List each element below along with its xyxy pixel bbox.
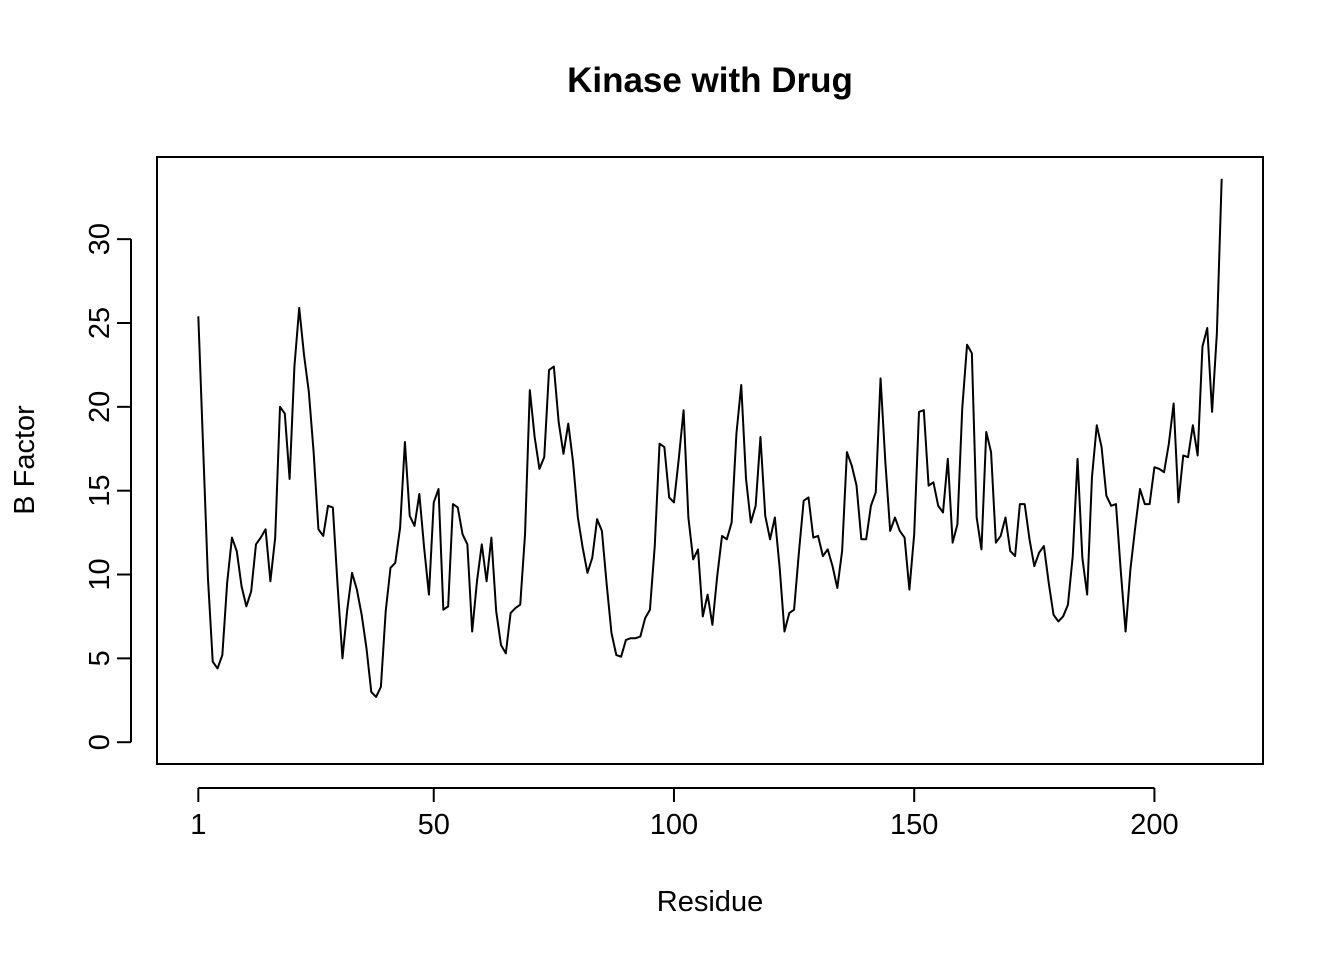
x-tick-label: 200 [1130, 809, 1178, 841]
y-tick-label: 20 [84, 391, 116, 423]
y-axis: 0 5 10 15 20 25 30 [84, 223, 132, 750]
y-tick-label: 0 [84, 734, 116, 750]
y-tick-label: 30 [84, 223, 116, 255]
x-axis-title: Residue [657, 886, 763, 918]
x-tick-label: 50 [418, 809, 450, 841]
y-tick-label: 25 [84, 307, 116, 339]
x-tick-label: 150 [890, 809, 938, 841]
y-tick-label: 10 [84, 558, 116, 590]
x-axis: 1 50 100 150 200 [190, 787, 1179, 841]
y-tick-label: 15 [84, 475, 116, 507]
y-tick-label: 5 [84, 650, 116, 666]
series-line [197, 178, 1223, 698]
x-tick-label: 100 [650, 809, 698, 841]
x-tick-label: 1 [190, 809, 206, 841]
plot-area-frame [156, 156, 1264, 765]
y-axis-title: B Factor [9, 405, 41, 515]
chart-title: Kinase with Drug [567, 61, 853, 100]
